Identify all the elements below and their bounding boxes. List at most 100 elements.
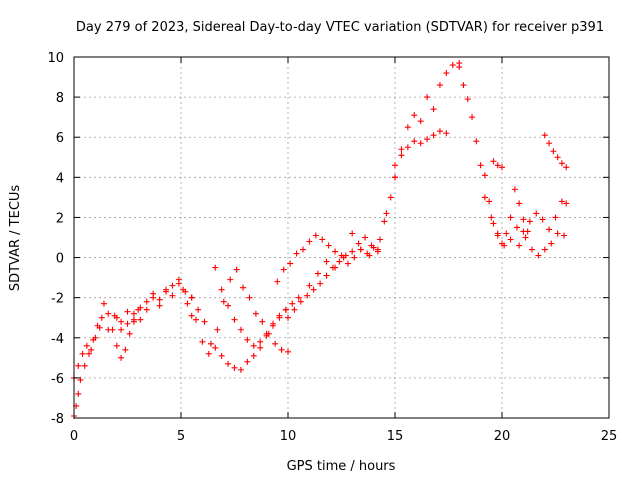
data-point (494, 162, 501, 169)
data-point (81, 362, 88, 369)
data-point (184, 300, 191, 307)
data-point (554, 154, 561, 161)
data-point (126, 330, 133, 337)
data-point (124, 320, 131, 327)
data-point (488, 214, 495, 221)
data-point (398, 152, 405, 159)
data-point (552, 214, 559, 221)
x-tick-label: 0 (70, 429, 78, 444)
data-point (175, 276, 182, 283)
data-point (398, 146, 405, 153)
x-tick-label: 20 (494, 429, 511, 444)
data-point (490, 158, 497, 165)
series-track-c (113, 276, 199, 333)
data-point (233, 266, 240, 273)
data-point (244, 358, 251, 365)
data-point (227, 276, 234, 283)
data-point (548, 240, 555, 247)
data-point (340, 254, 347, 261)
data-point (362, 234, 369, 241)
data-point (96, 324, 103, 331)
series-track-o (490, 158, 505, 171)
data-point (516, 200, 523, 207)
data-point (137, 316, 144, 323)
data-point (383, 210, 390, 217)
data-point (156, 302, 163, 309)
data-point (218, 286, 225, 293)
data-point (285, 314, 291, 321)
data-point (135, 306, 142, 313)
data-point (287, 260, 294, 267)
data-point (357, 246, 364, 253)
data-point (411, 138, 418, 145)
data-point (424, 94, 431, 101)
data-point (118, 354, 125, 361)
data-point (417, 140, 424, 147)
data-point (522, 234, 529, 241)
data-point (250, 342, 257, 349)
y-tick-label: 6 (56, 131, 64, 146)
data-point (113, 342, 120, 349)
data-point (285, 348, 291, 355)
data-point (250, 352, 257, 359)
data-point (130, 310, 137, 317)
data-point (430, 132, 437, 139)
data-point (404, 144, 411, 151)
data-point (143, 306, 150, 313)
series-track-a (71, 280, 195, 419)
data-point (535, 252, 542, 259)
plot-frame (73, 56, 610, 419)
data-point (201, 318, 208, 325)
data-point (443, 70, 450, 77)
data-point (270, 320, 277, 327)
data-point (180, 286, 187, 293)
series-track-n (541, 132, 570, 171)
data-point (83, 342, 90, 349)
data-point (481, 172, 488, 179)
data-point (404, 124, 411, 131)
data-point (85, 350, 92, 357)
series-track-e (199, 294, 302, 373)
data-point (124, 308, 131, 315)
data-point (507, 214, 514, 221)
series-track-k (456, 64, 531, 247)
data-point (252, 310, 259, 317)
data-point (295, 294, 302, 301)
y-tick-label: -8 (51, 412, 64, 427)
data-point (325, 242, 332, 249)
data-point (436, 82, 443, 89)
series-track-m (516, 230, 568, 259)
data-point (561, 232, 568, 239)
data-point (424, 136, 431, 143)
data-point (257, 344, 264, 351)
x-tick-label: 5 (177, 429, 185, 444)
series-track-j (392, 128, 450, 169)
data-point (486, 198, 493, 205)
data-point (113, 314, 120, 321)
data-point (526, 218, 533, 225)
data-point (381, 218, 388, 225)
data-point (169, 282, 176, 289)
data-point (317, 280, 324, 287)
data-points (71, 60, 570, 419)
data-point (205, 350, 212, 357)
data-point (188, 294, 195, 301)
data-point (100, 300, 107, 307)
data-point (207, 340, 214, 347)
data-point (366, 252, 373, 259)
data-point (109, 326, 116, 333)
data-point (411, 112, 418, 119)
data-point (105, 310, 112, 317)
data-point (163, 288, 170, 295)
data-point (374, 248, 381, 255)
y-axis-label: SDTVAR / TECUs (8, 185, 23, 292)
data-point (195, 306, 202, 313)
series-track-h (285, 174, 398, 321)
data-point (297, 298, 304, 305)
series-track-i (306, 60, 463, 289)
x-axis-label: GPS time / hours (287, 459, 396, 474)
data-point (293, 250, 300, 257)
axis-ticks: 0 5 10 15 20 25 -8 -6 -4 -2 0 2 4 6 8 10 (47, 51, 617, 444)
data-point (306, 238, 313, 245)
data-point (436, 128, 443, 135)
